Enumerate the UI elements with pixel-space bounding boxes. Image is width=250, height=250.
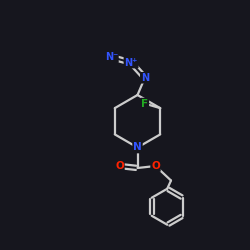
Text: N⁻: N⁻ — [105, 52, 118, 62]
Text: F: F — [141, 98, 148, 108]
Text: N: N — [133, 142, 142, 152]
Text: N⁺: N⁺ — [124, 58, 138, 68]
Text: O: O — [115, 161, 124, 171]
Text: O: O — [151, 161, 160, 171]
Text: N: N — [141, 73, 149, 83]
